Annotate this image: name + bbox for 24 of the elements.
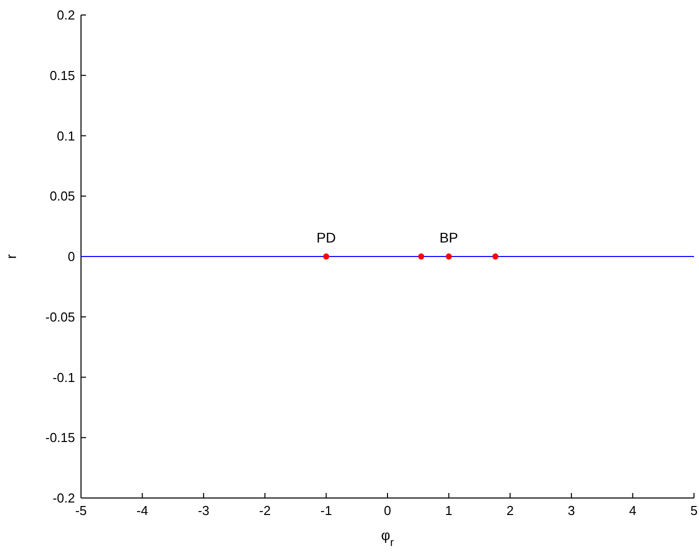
x-axis-title: φ$_{r}$ bbox=[381, 527, 394, 549]
x-tick-label: 4 bbox=[629, 503, 636, 518]
y-tick-label: 0.15 bbox=[50, 68, 75, 83]
annotation: BP bbox=[439, 230, 458, 246]
x-tick-label: -2 bbox=[259, 503, 271, 518]
y-tick-label: -0.1 bbox=[52, 370, 75, 385]
y-tick-label: -0.05 bbox=[45, 309, 75, 324]
y-tick-label: 0 bbox=[68, 249, 75, 264]
y-tick-label: 0.1 bbox=[56, 128, 75, 144]
y-tick-label: -0.2 bbox=[52, 490, 75, 506]
y-tick-label: 0.2 bbox=[56, 8, 75, 22]
x-tick-label: 3 bbox=[568, 503, 576, 518]
x-tick-label: 1 bbox=[445, 503, 452, 518]
y-tick-label: 0.05 bbox=[50, 188, 75, 204]
x-tick-label: 5 bbox=[690, 503, 698, 518]
y-axis-title: r bbox=[3, 254, 19, 259]
x-tick-label: 0 bbox=[384, 503, 392, 518]
x-tick-label: -5 bbox=[75, 503, 87, 518]
x-tick-label: -4 bbox=[136, 503, 148, 518]
annotation: PD bbox=[316, 230, 336, 246]
x-tick-label: -1 bbox=[320, 503, 332, 518]
x-tick-label: 2 bbox=[506, 503, 514, 518]
y-tick-label: -0.15 bbox=[45, 430, 75, 446]
x-tick-label: -3 bbox=[198, 503, 210, 518]
